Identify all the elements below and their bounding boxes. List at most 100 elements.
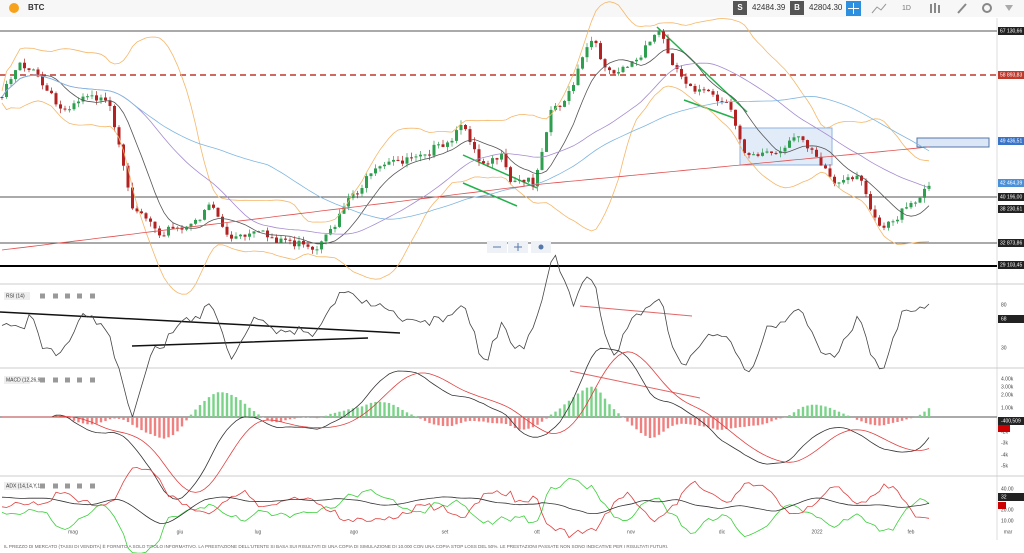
macd-hist	[482, 417, 485, 422]
x-axis-label: 2022	[811, 529, 822, 535]
macd-hist	[720, 417, 724, 430]
panel-button[interactable]	[77, 293, 82, 299]
panel-button[interactable]	[90, 293, 95, 299]
candle	[369, 173, 373, 177]
chart-type-button[interactable]	[871, 3, 887, 14]
panel-button[interactable]	[40, 293, 45, 299]
candle	[162, 235, 166, 237]
price-tag	[998, 179, 1024, 187]
macd-hist	[423, 417, 427, 421]
macd-hist	[599, 392, 602, 417]
panel-tick: 3.00k	[1001, 384, 1014, 390]
macd-hist	[689, 417, 692, 425]
sell-button[interactable]	[733, 1, 747, 15]
macd-hist	[765, 417, 769, 424]
macd-hist	[743, 417, 746, 427]
macd-hist	[666, 417, 670, 429]
macd-hist	[234, 397, 238, 417]
candle	[891, 221, 895, 223]
candle	[522, 179, 526, 182]
macd-hist	[248, 407, 251, 417]
candle	[113, 105, 116, 128]
macd-hist	[851, 417, 854, 418]
macd-hist	[671, 417, 674, 426]
panel-tick: 80	[1001, 302, 1007, 308]
panel-button[interactable]	[65, 377, 70, 383]
macd-hist	[896, 417, 899, 422]
macd-hist	[909, 417, 913, 419]
panel-button[interactable]	[65, 483, 70, 489]
macd-hist	[563, 404, 566, 417]
candle	[99, 97, 103, 101]
macd-hist	[374, 401, 377, 417]
panel-button[interactable]	[90, 377, 95, 383]
panel-button[interactable]	[53, 293, 58, 299]
sell-price: 42484.39	[752, 3, 786, 12]
candle	[689, 83, 692, 87]
panel-tick: -3k	[1001, 440, 1008, 446]
candle	[905, 207, 908, 209]
macd-hist	[513, 417, 517, 429]
candle	[252, 231, 256, 234]
macd-hist	[702, 417, 706, 427]
expand-button[interactable]	[1005, 5, 1013, 11]
macd-hist	[576, 393, 580, 417]
price-tag	[998, 193, 1024, 201]
macd-hist	[275, 417, 278, 423]
macd-hist	[684, 417, 688, 424]
zoom-controls	[487, 241, 551, 253]
macd-hist	[873, 417, 877, 426]
candle	[653, 34, 656, 42]
candle	[644, 45, 647, 58]
timeframe[interactable]: 1D	[902, 5, 911, 12]
macd-hist	[189, 414, 193, 417]
macd-hist	[230, 394, 233, 417]
candle	[41, 76, 44, 86]
panel-button[interactable]	[65, 293, 70, 299]
panel-button[interactable]	[53, 377, 58, 383]
macd-hist	[342, 410, 346, 417]
draw-button[interactable]	[957, 3, 967, 14]
x-axis-label: feb	[908, 529, 915, 535]
adx-line	[1, 496, 930, 524]
panel-button[interactable]	[77, 483, 82, 489]
panel-button[interactable]	[40, 377, 45, 383]
settings-button[interactable]	[982, 3, 992, 13]
candle-button[interactable]	[930, 3, 940, 13]
macd-hist	[338, 411, 341, 417]
btc-icon	[9, 3, 19, 13]
panel-button[interactable]	[90, 483, 95, 489]
macd-hist	[194, 409, 197, 417]
candle	[527, 177, 530, 182]
candle	[86, 96, 89, 98]
candle	[284, 238, 287, 240]
candle	[176, 227, 179, 229]
panel-button[interactable]	[77, 377, 82, 383]
macd-hist	[437, 417, 440, 426]
candle	[549, 109, 553, 133]
ma-fast	[1, 48, 930, 245]
candle	[288, 239, 292, 241]
panel-tick: -2k	[1001, 429, 1008, 435]
panel-button[interactable]	[40, 483, 45, 489]
macd-hist	[531, 417, 535, 428]
candle	[203, 209, 206, 220]
macd-hist	[590, 386, 593, 417]
price-tag	[998, 27, 1024, 35]
macd-hist	[522, 417, 526, 430]
candle	[9, 79, 13, 84]
candle	[365, 176, 368, 189]
panel-button[interactable]	[53, 483, 58, 489]
candle	[761, 152, 764, 156]
candle	[356, 193, 359, 195]
macd-hist	[149, 417, 152, 435]
buy-button[interactable]	[790, 1, 804, 15]
candle	[851, 177, 854, 180]
candle	[909, 202, 913, 208]
candle	[261, 230, 265, 232]
candle	[360, 188, 364, 194]
price-label: 38 230,61	[1000, 206, 1022, 212]
candle	[801, 136, 805, 141]
candle	[63, 108, 67, 110]
macd-hist	[257, 414, 260, 417]
